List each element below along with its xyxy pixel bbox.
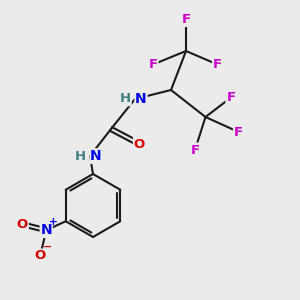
Text: O: O xyxy=(16,218,28,231)
Text: +: + xyxy=(48,217,57,227)
Text: F: F xyxy=(226,91,236,104)
Text: O: O xyxy=(134,137,145,151)
Text: H: H xyxy=(120,92,131,106)
Text: H: H xyxy=(75,149,86,163)
Text: −: − xyxy=(43,242,52,252)
Text: F: F xyxy=(213,58,222,71)
Text: F: F xyxy=(234,125,243,139)
Text: N: N xyxy=(135,92,147,106)
Text: F: F xyxy=(190,143,200,157)
Text: F: F xyxy=(182,13,190,26)
Text: N: N xyxy=(40,223,52,237)
Text: N: N xyxy=(90,149,102,163)
Text: F: F xyxy=(148,58,158,71)
Text: O: O xyxy=(34,249,46,262)
